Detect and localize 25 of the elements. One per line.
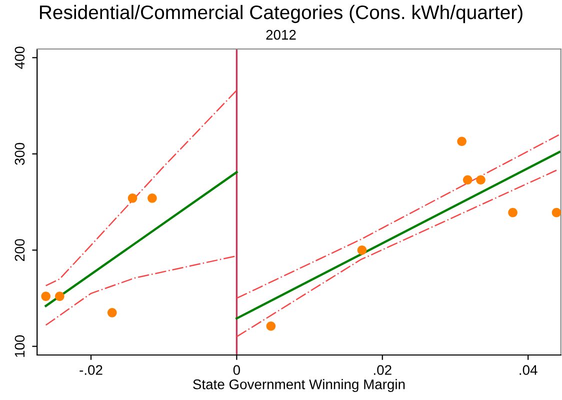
point [55,292,64,301]
point [457,136,466,146]
point [508,208,518,218]
y-tick-label: 200 [14,239,25,261]
x-tick-label: .04 [520,365,538,375]
y-tick-label: 100 [14,335,25,357]
x-axis-title: State Government Winning Margin [193,379,405,392]
line-series [45,90,238,286]
y-tick-label: 400 [14,46,25,69]
y-tick-label: 300 [14,142,25,165]
point [128,193,138,203]
x-tick-label: 0 [233,365,240,375]
point [462,175,472,185]
chart-subtitle: 2012 [266,30,296,40]
chart-title: Residential/Commercial Categories (Cons. kWh/quarter) [40,4,522,24]
point [266,321,276,331]
x-tick-label: -.02 [80,365,102,375]
x-tick-label: .02 [374,365,392,375]
point [357,245,367,255]
line-series [45,255,238,326]
point [148,193,157,203]
point [476,175,486,185]
point [552,208,561,218]
point [41,292,50,301]
point [107,308,117,318]
